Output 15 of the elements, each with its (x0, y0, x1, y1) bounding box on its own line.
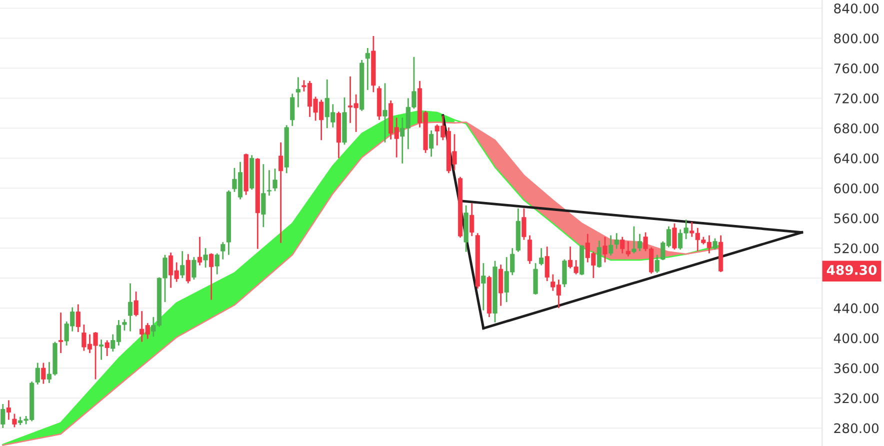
y-tick-label: 440.00 (834, 303, 879, 314)
y-tick-label: 520.00 (834, 243, 879, 254)
y-tick-label: 360.00 (834, 363, 879, 374)
y-tick-label: 280.00 (834, 423, 879, 434)
y-tick-label: 640.00 (834, 153, 879, 164)
y-tick-label: 600.00 (834, 183, 879, 194)
y-tick-label: 400.00 (834, 333, 879, 344)
y-tick-label: 720.00 (834, 93, 879, 104)
y-tick-label: 800.00 (834, 33, 879, 44)
text: 489.30 (826, 264, 877, 275)
y-tick-label: 320.00 (834, 393, 879, 404)
y-tick-label: 840.00 (834, 3, 879, 14)
y-tick-label: 560.00 (834, 213, 879, 224)
y-tick-label: 760.00 (834, 63, 879, 74)
y-tick-label: 680.00 (834, 123, 879, 134)
